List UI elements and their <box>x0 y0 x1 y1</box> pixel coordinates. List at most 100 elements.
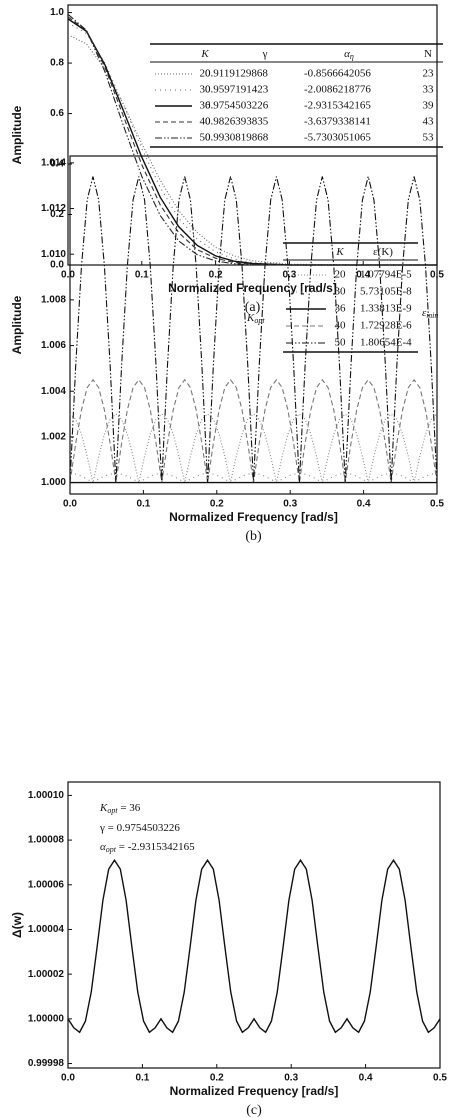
legend-label: 40 <box>200 116 212 128</box>
y-tick-label: 1.00004 <box>28 924 65 935</box>
annotation: Kopt = 36 <box>99 802 141 815</box>
table-header: ε(K) <box>373 246 393 258</box>
y-tick-label: 1.002 <box>41 432 66 443</box>
annotation: αopt = -2.9315342165 <box>100 841 195 854</box>
x-tick-label: 0.2 <box>210 1073 224 1084</box>
table-header: N <box>424 48 432 60</box>
table-header-text: K <box>200 48 209 60</box>
table-cell: -3.6379338141 <box>304 116 371 128</box>
annotation-text: α <box>100 841 106 853</box>
caption: (b) <box>245 529 262 544</box>
x-tick-label: 0.4 <box>357 499 371 510</box>
legend-label: 40 <box>335 320 347 332</box>
legend-label: 50 <box>200 132 212 144</box>
table-cell: -0.8566642056 <box>304 68 371 80</box>
y-axis-label: Δ(w) <box>10 912 24 938</box>
table-header-text: α <box>344 48 350 60</box>
plot-frame <box>67 781 441 1069</box>
x-tick-label: 0.4 <box>359 1073 373 1084</box>
annotation-sub: min <box>426 311 438 320</box>
y-tick-label: 1.00008 <box>28 835 65 846</box>
table-cell: 1.72928E-6 <box>360 320 412 332</box>
y-tick-label: 1.012 <box>41 203 66 214</box>
legend-label: 50 <box>335 337 347 349</box>
table-cell: 5.73105E-8 <box>360 286 412 298</box>
table-header-text: γ <box>262 48 268 60</box>
table-header-text: N <box>424 48 432 60</box>
legend-label: 30 <box>200 84 212 96</box>
table-cell: 0.9754503226 <box>205 100 269 112</box>
table-cell: 0.9119129868 <box>205 68 268 80</box>
x-tick-label: 0.5 <box>433 1073 447 1084</box>
caption: (a) <box>245 300 261 315</box>
y-tick-label: 1.00010 <box>28 790 65 801</box>
table-cell: 39 <box>423 100 435 112</box>
y-tick-label: 0.0 <box>50 260 64 271</box>
table-cell: 0.9826393835 <box>205 116 269 128</box>
table-cell: -2.9315342165 <box>304 100 371 112</box>
y-tick-label: 1.014 <box>41 157 66 168</box>
x-tick-label: 0.2 <box>209 270 223 281</box>
table-cell: 0.9930819868 <box>205 132 269 144</box>
y-tick-label: 1.00002 <box>28 969 65 980</box>
x-tick-label: 0.1 <box>135 270 149 281</box>
table-header-text: ε(K) <box>373 246 393 258</box>
annotation-text: γ = 0.9754503226 <box>99 822 180 834</box>
y-tick-label: 1.004 <box>41 386 66 397</box>
x-tick-label: 0.2 <box>210 499 224 510</box>
legend-label: 20 <box>335 269 347 281</box>
series-line <box>69 378 438 483</box>
plot-frame <box>67 4 438 266</box>
annotation-sub: opt <box>107 806 118 815</box>
table-cell: 1.33813E-9 <box>360 303 412 315</box>
annotation-rest: = 36 <box>118 802 141 814</box>
y-tick-label: 1.006 <box>41 340 66 351</box>
x-tick-label: 0.3 <box>284 1073 298 1084</box>
y-axis-label: Amplitude <box>10 295 24 354</box>
annotation: Kopt <box>246 312 265 325</box>
x-tick-label: 0.1 <box>135 1073 149 1084</box>
x-tick-label: 0.0 <box>63 499 77 510</box>
annotation: γ = 0.9754503226 <box>99 822 180 834</box>
table-header-text: K <box>335 246 344 258</box>
x-axis-label: Normalized Frequency [rad/s] <box>170 1084 339 1098</box>
series-line <box>67 858 441 1034</box>
y-tick-label: 1.0 <box>50 7 64 18</box>
table-cell: 0.9597191423 <box>205 84 269 96</box>
annotation: εmin <box>422 307 438 320</box>
series-line <box>67 22 437 266</box>
x-tick-label: 0.5 <box>430 499 444 510</box>
x-axis-label: Normalized Frequency [rad/s] <box>169 510 338 524</box>
x-tick-label: 0.0 <box>61 270 75 281</box>
annotation-text: K <box>99 802 108 814</box>
x-tick-label: 0.0 <box>61 1073 75 1084</box>
y-tick-label: 1.00006 <box>28 879 65 890</box>
y-tick-label: 0.8 <box>50 58 64 69</box>
table-header: γ <box>262 48 268 60</box>
y-tick-label: 0.6 <box>50 108 64 119</box>
table-header: αη <box>344 48 354 61</box>
plot-frame <box>69 155 438 495</box>
table-cell: 33 <box>423 84 435 96</box>
table-header: K <box>335 246 344 258</box>
y-tick-label: 0.4 <box>50 159 64 170</box>
series-line <box>67 16 437 266</box>
y-tick-label: 1.010 <box>41 249 66 260</box>
y-tick-label: 1.00000 <box>28 1013 65 1024</box>
y-tick-label: 1.008 <box>41 295 66 306</box>
table-header-sub: η <box>350 52 354 61</box>
annotation-text: K <box>246 312 255 324</box>
table-cell: 1.07794E-5 <box>360 269 412 281</box>
y-axis-label: Amplitude <box>10 105 24 164</box>
caption: (c) <box>246 1103 262 1118</box>
series-line <box>67 13 437 266</box>
annotation-text: ε <box>422 307 427 319</box>
table-cell: 43 <box>423 116 435 128</box>
annotation-sub: opt <box>254 316 265 325</box>
x-tick-label: 0.4 <box>356 270 370 281</box>
x-tick-label: 0.1 <box>136 499 150 510</box>
legend-label: 36 <box>200 100 212 112</box>
table-cell: 1.80654E-4 <box>360 337 412 349</box>
x-tick-label: 0.3 <box>283 499 297 510</box>
series-line <box>69 176 438 483</box>
